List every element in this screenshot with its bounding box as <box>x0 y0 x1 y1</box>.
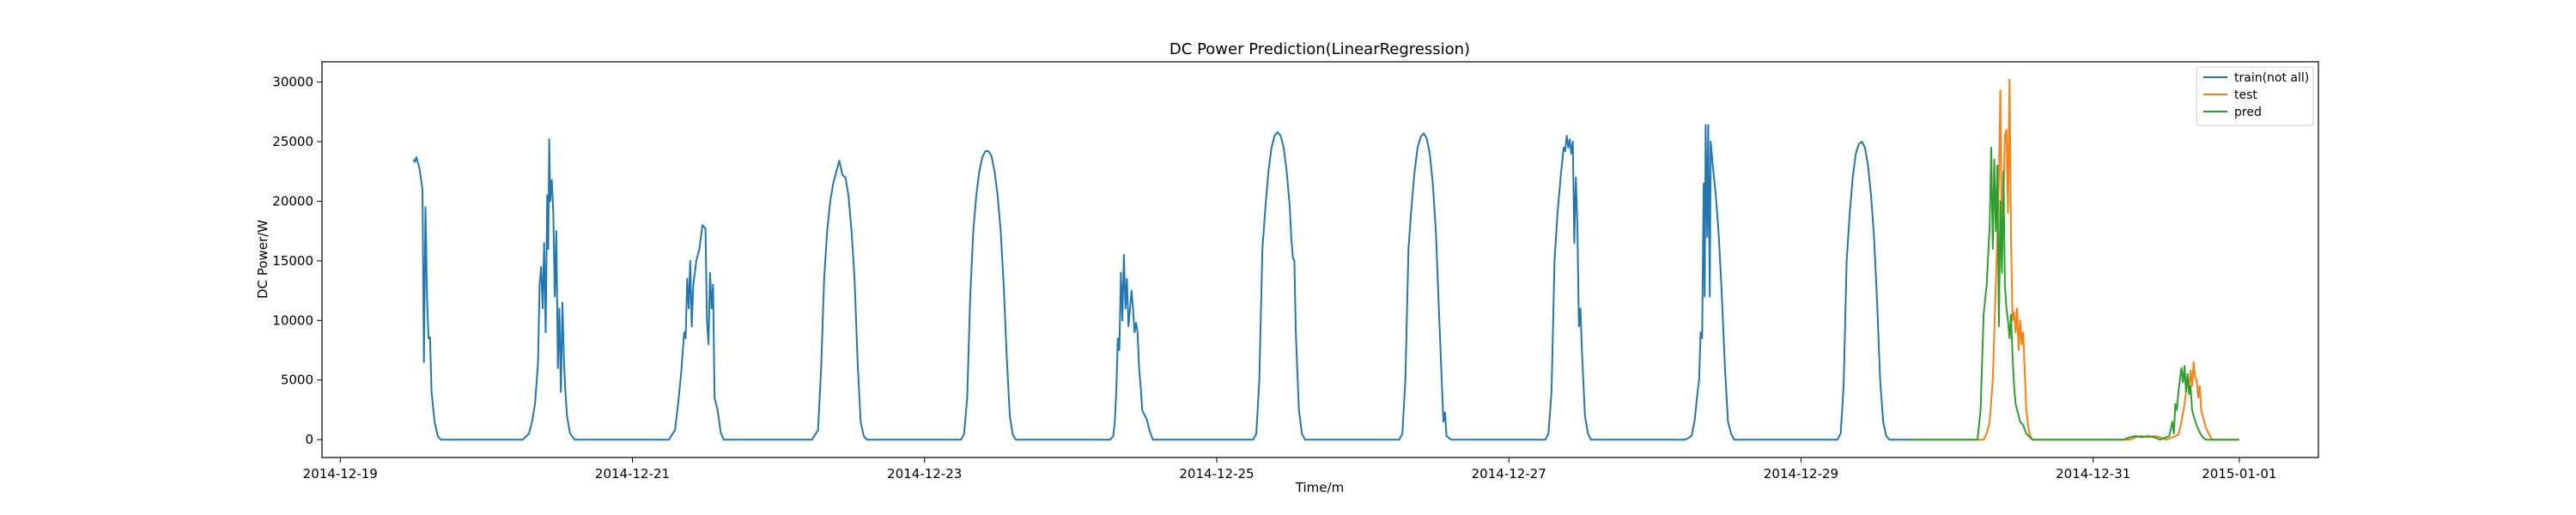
y-tick-label: 30000 <box>272 75 313 90</box>
x-tick-label: 2014-12-19 <box>303 466 378 482</box>
plot-frame <box>321 61 2319 458</box>
series-line-train-not-all- <box>412 124 1911 441</box>
y-axis: 0 5000 10000 15000 20000 25000 30000 <box>272 75 322 447</box>
legend: train(not all) test pred <box>2196 66 2314 126</box>
x-tick-label: 2014-12-31 <box>2056 466 2130 482</box>
legend-label-test: test <box>2234 88 2257 102</box>
x-tick-label: 2014-12-25 <box>1179 466 1254 482</box>
x-tick-label: 2014-12-21 <box>595 466 670 482</box>
x-axis-label: Time/m <box>1295 480 1344 495</box>
x-axis: 2014-12-19 2014-12-21 2014-12-23 2014-12-25… <box>303 457 2276 482</box>
series-line-pred <box>1911 147 2239 441</box>
x-tick-label: 2014-12-27 <box>1472 466 1546 482</box>
x-tick-label: 2015-01-01 <box>2202 466 2276 482</box>
y-axis-label: DC Power/W <box>255 220 270 299</box>
legend-label-pred: pred <box>2234 106 2262 119</box>
x-tick-label: 2014-12-29 <box>1764 466 1838 482</box>
y-tick-label: 15000 <box>272 253 313 269</box>
y-tick-label: 25000 <box>272 134 313 149</box>
y-tick-label: 10000 <box>272 312 313 328</box>
legend-label-train: train(not all) <box>2234 71 2309 85</box>
series-lines <box>412 78 2239 441</box>
x-tick-label: 2014-12-23 <box>887 466 962 482</box>
y-tick-label: 5000 <box>281 373 313 388</box>
chart-title: DC Power Prediction(LinearRegression) <box>1170 40 1470 58</box>
y-tick-label: 0 <box>305 432 313 447</box>
y-tick-label: 20000 <box>272 193 313 209</box>
